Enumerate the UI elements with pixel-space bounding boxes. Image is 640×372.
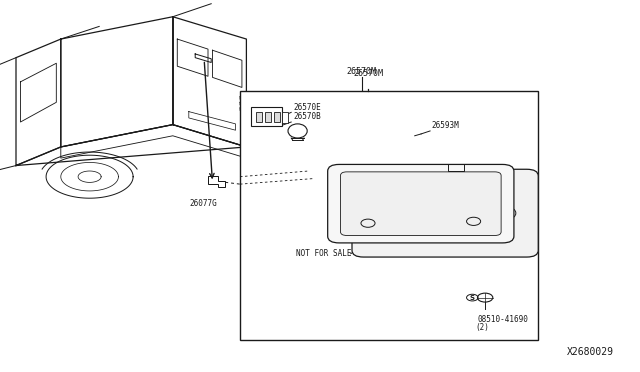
Text: 26593M: 26593M: [431, 121, 459, 130]
Bar: [282, 112, 288, 123]
Text: 26570M: 26570M: [347, 67, 376, 76]
Text: 26570B: 26570B: [293, 112, 321, 121]
Bar: [265, 112, 271, 122]
Text: 26570M: 26570M: [353, 69, 383, 78]
Text: S: S: [470, 295, 475, 301]
Text: 26570E: 26570E: [293, 103, 321, 112]
Text: X2680029: X2680029: [568, 347, 614, 357]
Text: NOT FOR SALE: NOT FOR SALE: [296, 249, 351, 258]
Bar: [274, 112, 280, 122]
Bar: [251, 107, 282, 126]
FancyBboxPatch shape: [328, 164, 514, 243]
Text: 08510-41690: 08510-41690: [477, 315, 528, 324]
Text: (2): (2): [475, 323, 489, 332]
Text: 26077G: 26077G: [189, 199, 218, 208]
FancyBboxPatch shape: [340, 172, 501, 235]
FancyBboxPatch shape: [352, 169, 538, 257]
Bar: [256, 112, 262, 122]
Bar: [240, 91, 538, 340]
